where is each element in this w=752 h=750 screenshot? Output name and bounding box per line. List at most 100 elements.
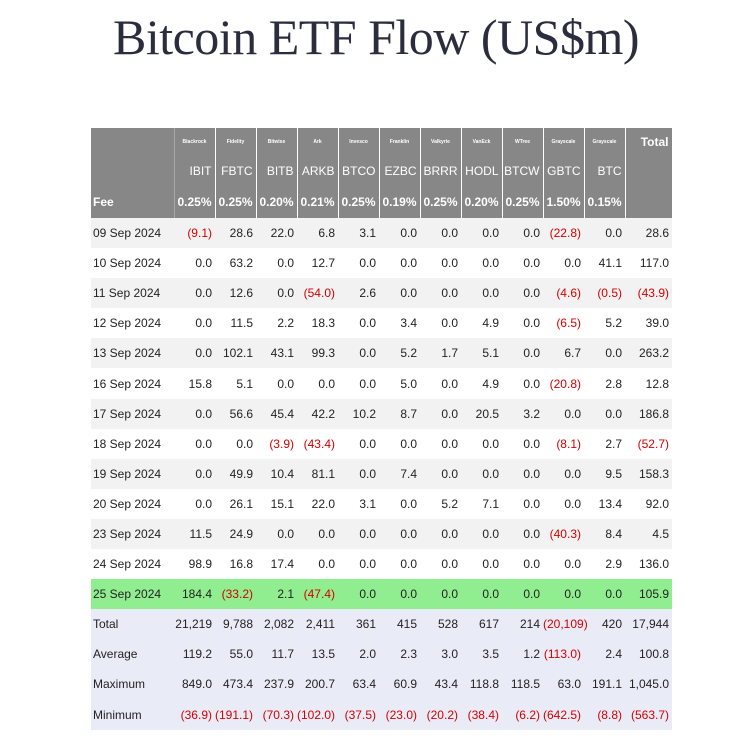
summary-value: 415 bbox=[379, 609, 420, 640]
flow-value: 0.0 bbox=[584, 338, 625, 369]
flow-value: 0.0 bbox=[420, 308, 461, 339]
flow-value: 186.8 bbox=[625, 398, 672, 429]
ticker-header: BTCO bbox=[338, 156, 380, 186]
summary-value: (37.5) bbox=[338, 699, 379, 730]
row-date: 11 Sep 2024 bbox=[91, 278, 174, 309]
summary-value: (563.7) bbox=[625, 699, 672, 730]
flow-value: 0.0 bbox=[174, 398, 215, 429]
table-row: 20 Sep 2024 0.0 26.1 15.1 22.0 3.1 0.0 5.2 7.1 0.… bbox=[91, 488, 672, 519]
table-row: 16 Sep 2024 15.8 5.1 0.0 0.0 0.0 5.0 0.0 4.9 0.0(… bbox=[91, 368, 672, 399]
flow-value: 5.2 bbox=[379, 338, 420, 369]
flow-value: 5.2 bbox=[584, 308, 625, 339]
summary-value: (20,109) bbox=[543, 609, 588, 640]
flow-value: 7.4 bbox=[379, 458, 420, 489]
issuer-header: Valkyrie bbox=[420, 128, 462, 156]
flow-value: 3.1 bbox=[338, 218, 379, 249]
flow-value: 5.2 bbox=[420, 488, 461, 519]
flow-value: 39.0 bbox=[625, 308, 672, 339]
flow-value: 26.1 bbox=[215, 488, 256, 519]
flow-value: 0.0 bbox=[461, 218, 502, 249]
flow-value: 98.9 bbox=[174, 549, 215, 580]
header-corner bbox=[91, 128, 175, 156]
flow-value: 0.0 bbox=[502, 428, 543, 459]
flow-value: 7.1 bbox=[461, 488, 502, 519]
ticker-header-row: IBIT FBTC BITB ARKB BTCO EZBC BRRR HODL BTCW GBTC… bbox=[91, 156, 673, 186]
flow-value: 0.0 bbox=[502, 218, 543, 249]
summary-value: 200.7 bbox=[297, 669, 338, 700]
flow-value: 0.0 bbox=[174, 338, 215, 369]
flow-value: 49.9 bbox=[215, 458, 256, 489]
flow-value: 0.0 bbox=[256, 248, 297, 279]
summary-value: 118.8 bbox=[461, 669, 502, 700]
flow-value: 0.0 bbox=[543, 248, 584, 279]
flow-value: (4.6) bbox=[543, 278, 584, 309]
flow-value: 41.1 bbox=[584, 248, 625, 279]
issuer-header: Grayscale bbox=[584, 128, 626, 156]
flow-value: 0.0 bbox=[461, 248, 502, 279]
flow-value: 0.0 bbox=[256, 518, 297, 550]
flow-value: 102.1 bbox=[215, 338, 256, 369]
flow-value: 0.0 bbox=[338, 428, 379, 459]
flow-value: 99.3 bbox=[297, 338, 338, 369]
summary-value: (113.0) bbox=[543, 639, 584, 670]
flow-value: 184.4 bbox=[174, 579, 215, 610]
flow-value: 117.0 bbox=[625, 248, 672, 279]
flow-value: 2.1 bbox=[256, 579, 297, 610]
ticker-header: BTCW bbox=[502, 156, 544, 186]
flow-value: 5.1 bbox=[461, 338, 502, 369]
summary-row: Minimum (36.9) (191.1) (70.3) (102.0) (37.5)(… bbox=[91, 699, 672, 730]
issuer-header: VanEck bbox=[461, 128, 503, 156]
ticker-header: GBTC bbox=[543, 156, 585, 186]
flow-value: 4.9 bbox=[461, 368, 502, 399]
flow-value: 0.0 bbox=[502, 248, 543, 279]
flow-value: 4.9 bbox=[461, 308, 502, 339]
fee-value: 0.25% bbox=[420, 186, 462, 218]
row-date: 10 Sep 2024 bbox=[91, 248, 174, 279]
flow-value: 11.5 bbox=[215, 308, 256, 339]
flow-value: 0.0 bbox=[584, 218, 625, 249]
summary-value: 55.0 bbox=[215, 639, 256, 670]
flow-value: 0.0 bbox=[502, 518, 543, 550]
flow-value: 18.3 bbox=[297, 308, 338, 339]
flow-value: (22.8) bbox=[543, 218, 584, 249]
flow-value: 0.0 bbox=[379, 579, 420, 610]
flow-value: 0.0 bbox=[420, 518, 461, 550]
flow-value: 15.8 bbox=[174, 368, 215, 399]
flow-value: 0.0 bbox=[420, 458, 461, 489]
flow-value: 0.0 bbox=[420, 398, 461, 429]
flow-value: 0.0 bbox=[420, 248, 461, 279]
flow-value: 0.0 bbox=[174, 488, 215, 519]
flow-value: 0.0 bbox=[174, 428, 215, 459]
flow-value: 0.0 bbox=[502, 308, 543, 339]
fee-blank bbox=[625, 186, 673, 218]
table-row: 11 Sep 2024 0.0 12.6 0.0 (54.0) 2.6 0.0 0.0 0.0 0… bbox=[91, 278, 672, 309]
summary-label: Average bbox=[91, 639, 174, 670]
flow-value: 20.5 bbox=[461, 398, 502, 429]
flow-value: 0.0 bbox=[338, 458, 379, 489]
flow-value: 0.0 bbox=[379, 248, 420, 279]
flow-value: 3.1 bbox=[338, 488, 379, 519]
summary-label: Maximum bbox=[91, 669, 174, 700]
flow-value: 0.0 bbox=[461, 518, 502, 550]
issuer-header: Bitwise bbox=[256, 128, 298, 156]
summary-value: 118.5 bbox=[502, 669, 543, 700]
flow-value: 17.4 bbox=[256, 549, 297, 580]
summary-value: 849.0 bbox=[174, 669, 215, 700]
flow-value: 0.0 bbox=[420, 428, 461, 459]
flow-value: 2.2 bbox=[256, 308, 297, 339]
summary-value: (102.0) bbox=[297, 699, 338, 730]
flow-value: 0.0 bbox=[297, 549, 338, 580]
summary-value: 2.0 bbox=[338, 639, 379, 670]
fee-value: 0.25% bbox=[502, 186, 544, 218]
summary-value: 3.0 bbox=[420, 639, 461, 670]
table-row: 17 Sep 2024 0.0 56.6 45.4 42.2 10.2 8.7 0.0 20.5… bbox=[91, 398, 672, 429]
summary-value: 2,082 bbox=[256, 609, 297, 640]
flow-value: 0.0 bbox=[502, 458, 543, 489]
table-row: 23 Sep 2024 11.5 24.9 0.0 0.0 0.0 0.0 0.0 0.0 0.0… bbox=[91, 518, 672, 550]
summary-value: 191.1 bbox=[584, 669, 625, 700]
flow-value: 0.0 bbox=[256, 278, 297, 309]
flow-value: 0.0 bbox=[502, 579, 543, 610]
total-header: Total bbox=[625, 128, 673, 156]
flow-value: 28.6 bbox=[215, 218, 256, 249]
flow-value: 0.0 bbox=[338, 308, 379, 339]
